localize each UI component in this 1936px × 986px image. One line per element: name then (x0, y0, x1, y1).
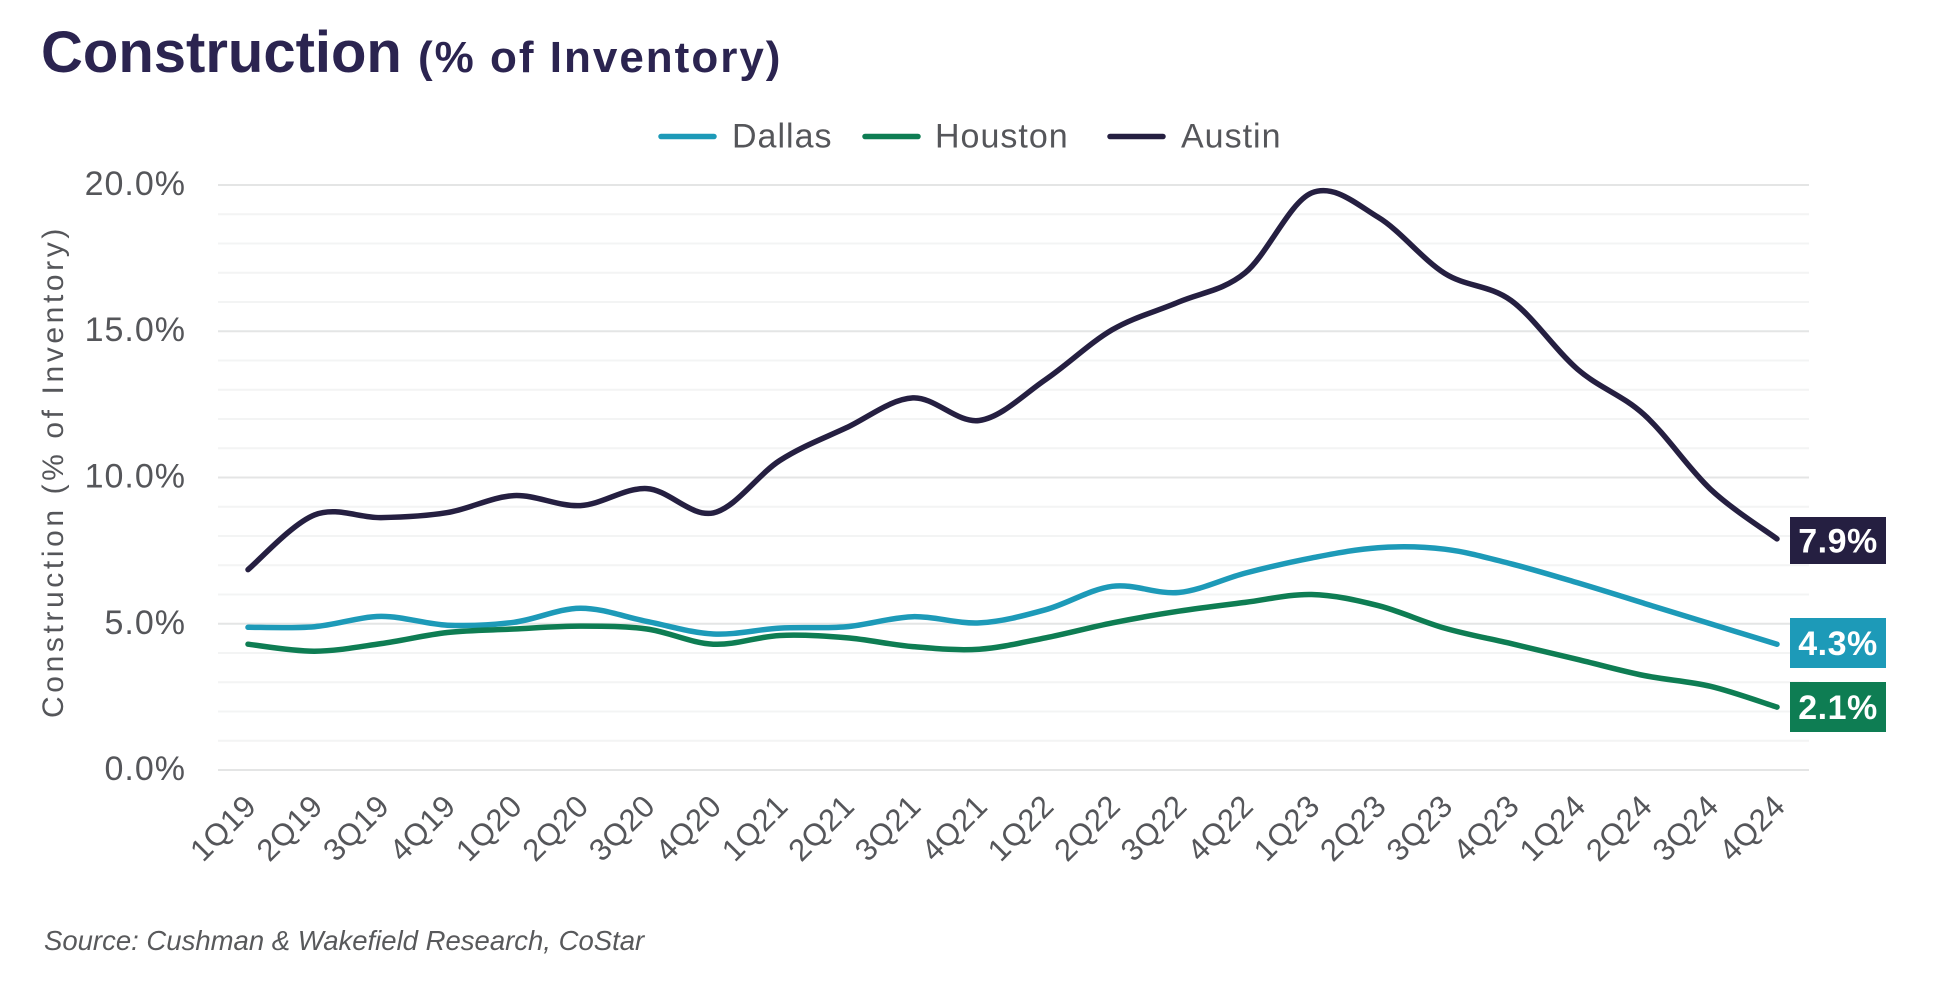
svg-text:Houston: Houston (935, 118, 1069, 156)
svg-text:15.0%: 15.0% (85, 311, 186, 349)
svg-text:10.0%: 10.0% (85, 458, 186, 496)
svg-text:5.0%: 5.0% (105, 604, 187, 642)
svg-text:2.1%: 2.1% (1798, 689, 1878, 727)
svg-text:7.9%: 7.9% (1798, 523, 1878, 561)
svg-text:Source: Cushman & Wakefield Re: Source: Cushman & Wakefield Research, Co… (44, 925, 646, 956)
svg-text:Construction: Construction (41, 20, 402, 85)
svg-text:0.0%: 0.0% (105, 750, 187, 788)
svg-text:Austin: Austin (1181, 118, 1282, 156)
svg-text:20.0%: 20.0% (85, 165, 186, 203)
svg-text:4.3%: 4.3% (1798, 625, 1878, 663)
svg-text:Construction (% of Inventory): Construction (% of Inventory) (37, 225, 70, 718)
svg-text:Dallas: Dallas (732, 118, 832, 156)
svg-text:(% of Inventory): (% of Inventory) (418, 33, 782, 82)
